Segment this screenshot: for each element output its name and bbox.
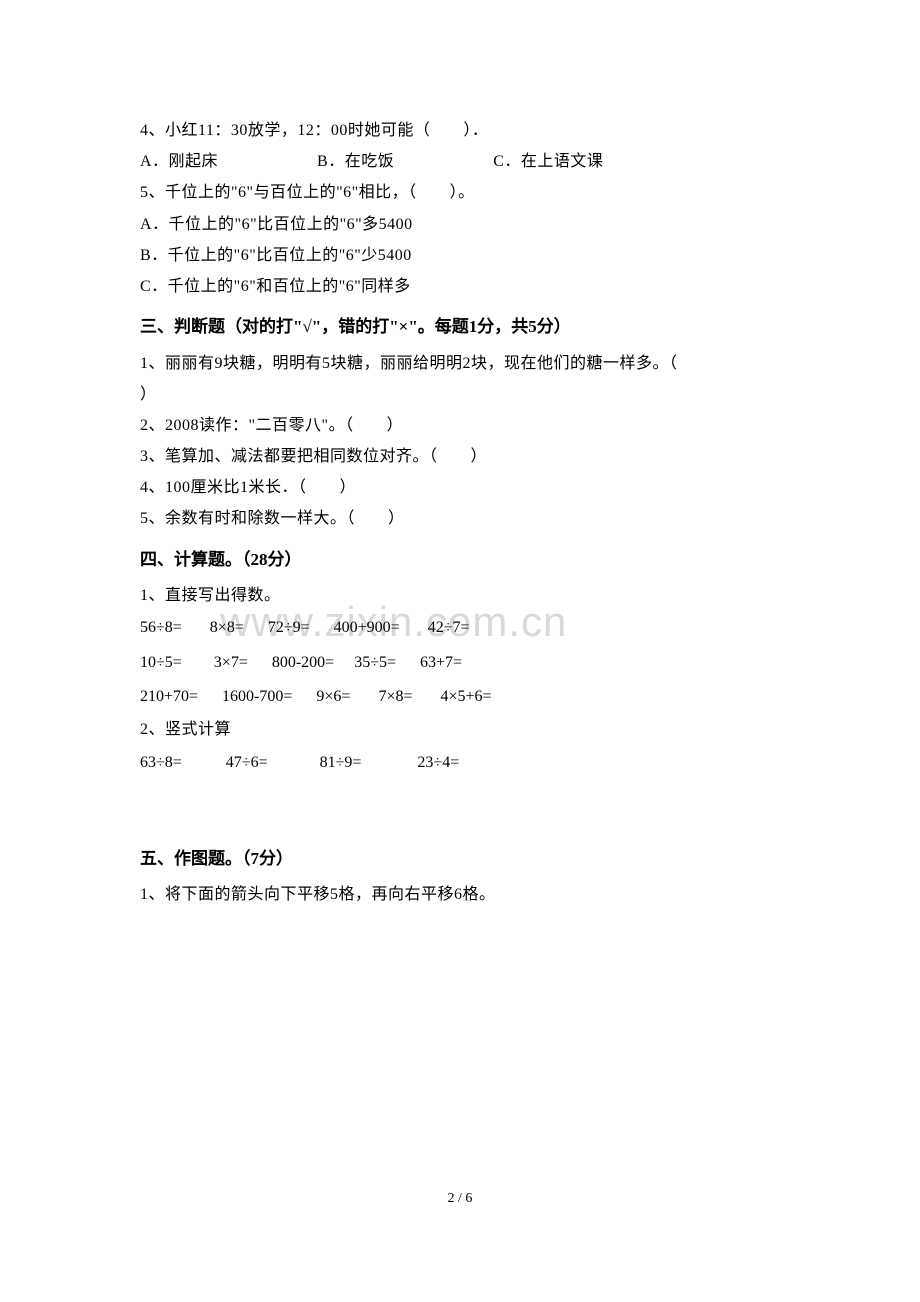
section3-item1-line2: ） (140, 379, 780, 410)
section3-heading: 三、判断题（对的打"√"，错的打"×"。每题1分，共5分） (140, 308, 780, 345)
section3-item1-line1: 1、丽丽有9块糖，明明有5块糖，丽丽给明明2块，现在他们的糖一样多。（ (140, 348, 780, 379)
page-number: 2 / 6 (0, 1191, 920, 1207)
section3-item5: 5、余数有时和除数一样大。（ ） (140, 503, 780, 534)
section4-sub1: 1、直接写出得数。 (140, 580, 780, 611)
section4-row3: 210+70= 1600-700= 9×6= 7×8= 4×5+6= (140, 680, 780, 714)
section5-item1: 1、将下面的箭头向下平移5格，再向右平移6格。 (140, 879, 780, 910)
q5-option-b: B．千位上的"6"比百位上的"6"少5400 (140, 240, 780, 271)
section4-row1: 56÷8= 8×8= 72÷9= 400+900= 42÷7= (140, 611, 780, 645)
section3-item3: 3、笔算加、减法都要把相同数位对齐。（ ） (140, 441, 780, 472)
q4-options: A．刚起床 B．在吃饭 C．在上语文课 (140, 146, 780, 177)
q5-stem: 5、千位上的"6"与百位上的"6"相比，（ ）。 (140, 177, 780, 208)
q5-option-c: C．千位上的"6"和百位上的"6"同样多 (140, 271, 780, 302)
section3-item2: 2、2008读作："二百零八"。（ ） (140, 410, 780, 441)
section4-row4: 63÷8= 47÷6= 81÷9= 23÷4= (140, 746, 780, 780)
section3-item4: 4、100厘米比1米长．（ ） (140, 472, 780, 503)
q4-stem: 4、小红11：30放学，12：00时她可能（ ）． (140, 115, 780, 146)
section4-row2: 10÷5= 3×7= 800-200= 35÷5= 63+7= (140, 646, 780, 680)
section4-heading: 四、计算题。（28分） (140, 541, 780, 578)
document-body: 4、小红11：30放学，12：00时她可能（ ）． A．刚起床 B．在吃饭 C．… (0, 0, 920, 911)
q5-option-a: A．千位上的"6"比百位上的"6"多5400 (140, 209, 780, 240)
section5-heading: 五、作图题。（7分） (140, 840, 780, 877)
section4-sub2: 2、竖式计算 (140, 714, 780, 745)
